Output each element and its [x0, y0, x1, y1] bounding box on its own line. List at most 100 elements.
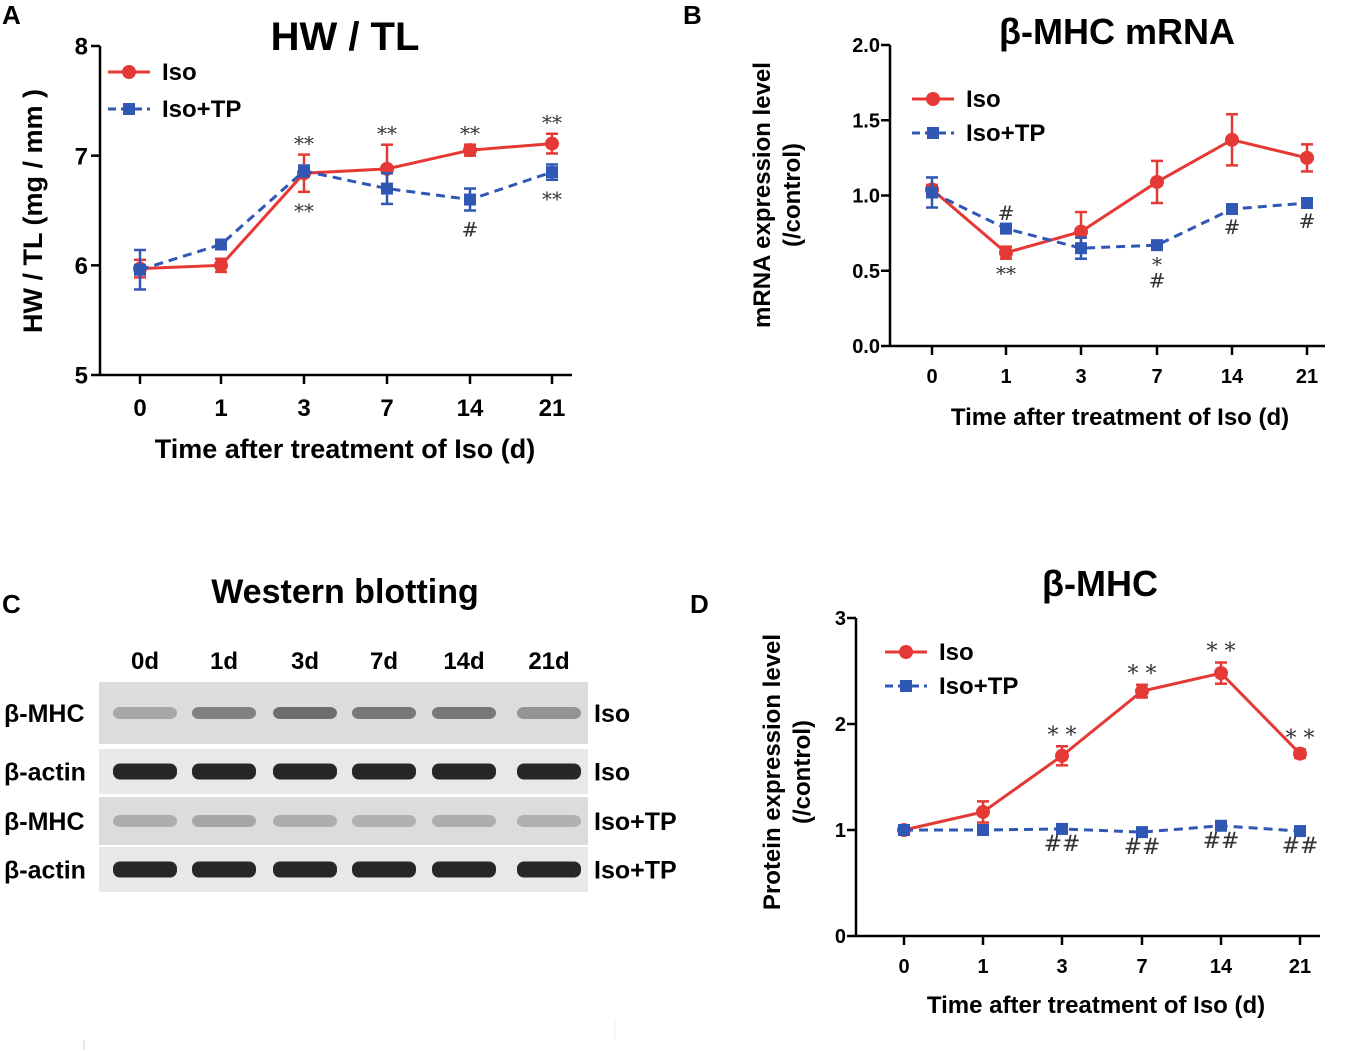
- series-line-iso-tp: [139, 169, 553, 272]
- x-tick-label: 0: [926, 366, 937, 388]
- blot-strip: [99, 682, 588, 744]
- significance-annotation: **: [294, 199, 314, 223]
- blot-band: [113, 763, 177, 780]
- data-point-iso: [1135, 684, 1149, 699]
- western-blot-panel: Western blotting 0d 1d 3d 7d 14d 21d β-MHC Iso…: [4, 573, 677, 892]
- data-point-iso: [999, 245, 1013, 260]
- legend-marker-iso: [122, 65, 136, 79]
- blot-band: [192, 707, 256, 719]
- x-axis-label: Time after treatment of Iso (d): [927, 992, 1265, 1019]
- x-tick-label: 0: [898, 956, 909, 978]
- blot-band: [432, 861, 496, 878]
- legend-label-iso: Iso: [939, 639, 974, 666]
- data-point-iso-tp: [1056, 822, 1068, 835]
- blot-row-protein: β-MHC: [4, 700, 85, 728]
- data-point-iso-tp: [1000, 222, 1012, 235]
- significance-annotation: #: [462, 218, 479, 242]
- y-tick-label: 0.0: [852, 336, 880, 358]
- significance-annotation: ##: [1044, 832, 1081, 857]
- lane-label: 7d: [370, 648, 398, 675]
- significance-annotation: #: [1299, 209, 1316, 233]
- y-tick-label: 3: [835, 608, 846, 630]
- legend-label-iso-tp: Iso+TP: [939, 673, 1018, 700]
- data-point-iso-tp: [898, 824, 910, 836]
- data-point-iso: [1214, 666, 1228, 681]
- significance-annotation: **: [460, 122, 480, 146]
- blot-band: [273, 763, 337, 780]
- data-point-iso: [214, 258, 228, 273]
- lane-label: 14d: [443, 648, 484, 675]
- data-point-iso: [463, 143, 477, 158]
- blot-strip: [99, 797, 588, 845]
- legend-marker-iso: [899, 645, 913, 659]
- blot-band: [352, 861, 416, 878]
- blot-band: [113, 707, 177, 719]
- y-tick-label: 8: [75, 34, 88, 61]
- data-point-iso-tp: [381, 182, 393, 195]
- legend-marker-iso-tp: [927, 127, 939, 139]
- blot-band: [517, 707, 581, 719]
- legend-label-iso: Iso: [162, 59, 197, 86]
- data-point-iso-tp: [215, 238, 227, 251]
- significance-annotation: *: [1152, 253, 1162, 277]
- data-point-iso-tp: [134, 263, 146, 276]
- y-tick-label: 2: [835, 714, 846, 736]
- x-tick-label: 7: [380, 395, 393, 422]
- data-point-iso-tp: [1226, 203, 1238, 216]
- blot-band: [517, 815, 581, 827]
- significance-annotation: * *: [1128, 662, 1157, 687]
- data-point-iso: [1225, 132, 1239, 147]
- significance-annotation: #: [998, 201, 1015, 225]
- data-point-iso: [1293, 746, 1307, 761]
- y-tick-label: 5: [75, 363, 88, 390]
- x-tick-label: 14: [1210, 956, 1233, 978]
- significance-annotation: * *: [1048, 723, 1077, 748]
- data-point-iso-tp: [1301, 197, 1313, 210]
- legend-label-iso: Iso: [966, 86, 1001, 113]
- x-tick-label: 14: [1221, 366, 1244, 388]
- blot-strip: [99, 847, 588, 892]
- y-axis-label: Protein expression level: [759, 634, 786, 910]
- blot-band: [352, 815, 416, 827]
- data-point-iso: [1150, 174, 1164, 189]
- data-point-iso-tp: [1136, 826, 1148, 839]
- data-point-iso-tp: [1151, 239, 1163, 252]
- blot-band: [432, 707, 496, 719]
- blot-row-group: Iso: [594, 759, 630, 787]
- panel-letter-b: B: [683, 0, 702, 30]
- y-axis-label: (/control): [789, 720, 816, 824]
- chart-title: β-MHC: [1042, 563, 1158, 604]
- significance-annotation: * *: [1207, 640, 1236, 665]
- blot-band: [432, 815, 496, 827]
- blot-strip: [99, 749, 588, 794]
- series-line-iso-tp: [904, 824, 1301, 834]
- series-line-iso: [139, 142, 553, 271]
- blot-row-protein: β-MHC: [4, 808, 85, 836]
- blot-band: [192, 861, 256, 878]
- x-tick-label: 21: [539, 395, 566, 422]
- lane-label: 3d: [291, 648, 319, 675]
- series-line-iso-tp: [931, 191, 1308, 250]
- x-tick-label: 1: [214, 395, 227, 422]
- blot-band: [352, 763, 416, 780]
- significance-annotation: **: [542, 111, 562, 135]
- panel-letter-a: A: [2, 0, 21, 30]
- data-point-iso-tp: [926, 186, 938, 199]
- x-tick-label: 3: [297, 395, 310, 422]
- blot-row-group: Iso+TP: [594, 808, 677, 836]
- data-point-iso-tp: [1215, 819, 1227, 832]
- data-point-iso: [545, 136, 559, 151]
- significance-annotation: ##: [1124, 835, 1161, 860]
- chart-protein: β-MHC 0 1 2 3 0 1 3 7 14 21 Time after treatment of…: [759, 563, 1320, 1019]
- data-point-iso-tp: [298, 165, 310, 178]
- y-tick-label: 6: [75, 253, 88, 280]
- legend-marker-iso-tp: [123, 103, 135, 115]
- y-axis-label: mRNA expression level: [749, 62, 776, 328]
- blot-row-protein: β-actin: [4, 857, 86, 885]
- chart-title: β-MHC mRNA: [999, 11, 1235, 52]
- blot-band: [192, 763, 256, 780]
- y-axis-label: HW / TL (mg / mm ): [18, 89, 48, 333]
- lane-label: 0d: [131, 648, 159, 675]
- blot-band: [517, 763, 581, 780]
